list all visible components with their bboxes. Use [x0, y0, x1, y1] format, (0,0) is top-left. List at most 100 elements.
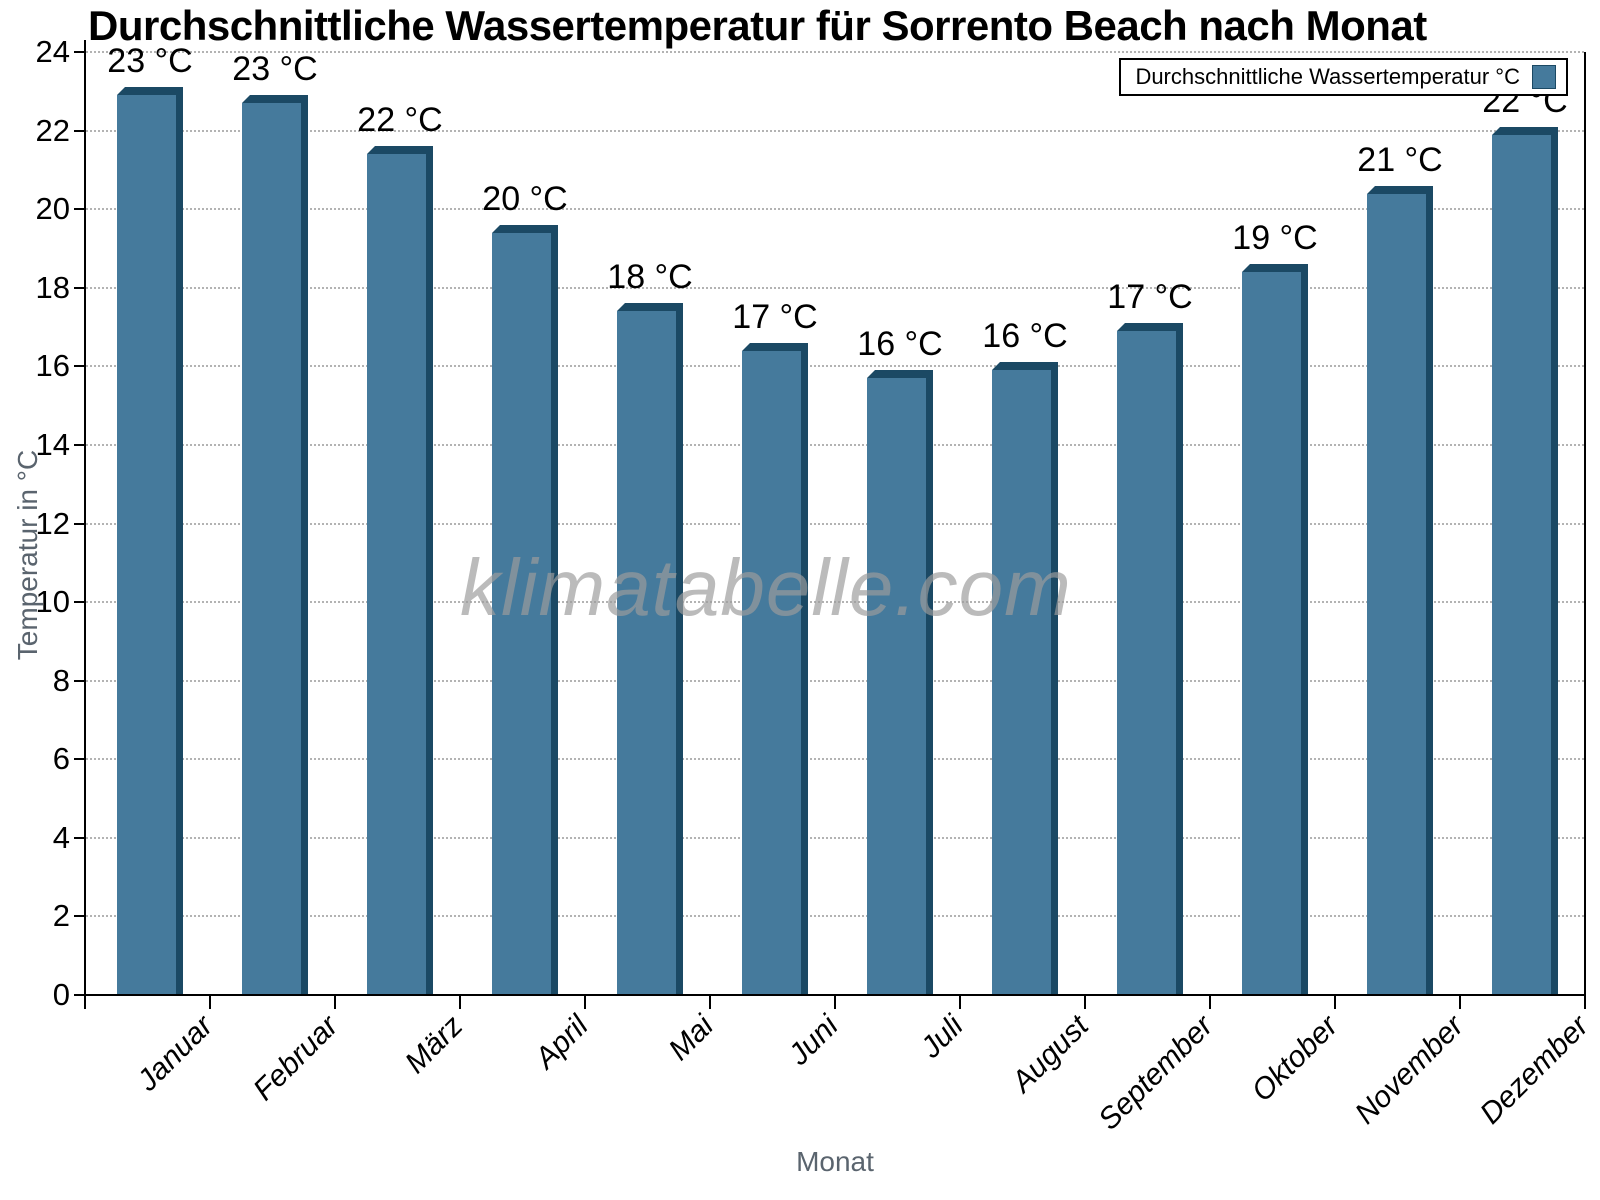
y-tick-16 — [74, 365, 84, 367]
x-category-label-september: September — [1092, 1009, 1220, 1137]
y-tick-label-24: 24 — [35, 34, 70, 69]
chart-title: Durchschnittliche Wassertemperatur für S… — [88, 2, 1427, 49]
y-tick-label-0: 0 — [52, 977, 70, 1012]
y-tick-20 — [74, 208, 84, 210]
gridline-2 — [86, 915, 1584, 917]
gridline-10 — [86, 601, 1584, 603]
y-tick-10 — [74, 601, 84, 603]
legend: Durchschnittliche Wassertemperatur °C — [1119, 58, 1568, 96]
x-category-label-februar: Februar — [247, 1009, 345, 1107]
legend-swatch-icon — [1532, 65, 1556, 89]
legend-label: Durchschnittliche Wassertemperatur °C — [1135, 64, 1520, 89]
bar-value-label-mai: 18 °C — [607, 258, 693, 296]
bar-november — [1367, 186, 1433, 995]
x-category-label-juni: Juni — [782, 1009, 845, 1072]
y-tick-4 — [74, 837, 84, 839]
bar-dezember — [1492, 127, 1558, 995]
y-tick-label-14: 14 — [35, 427, 70, 462]
bar-body — [117, 95, 176, 995]
bar-value-label-september: 17 °C — [1107, 278, 1193, 316]
y-tick-12 — [74, 523, 84, 525]
x-category-label-august: August — [1005, 1009, 1095, 1099]
bar-body — [617, 311, 676, 995]
gridline-14 — [86, 444, 1584, 446]
x-category-label-juli: Juli — [914, 1009, 970, 1065]
gridline-12 — [86, 523, 1584, 525]
y-tick-label-18: 18 — [35, 270, 70, 305]
gridline-20 — [86, 208, 1584, 210]
bar-juni — [742, 343, 808, 995]
bar-body — [867, 378, 926, 995]
x-axis-title: Monat — [796, 1146, 874, 1177]
y-tick-label-10: 10 — [35, 584, 70, 619]
y-tick-label-8: 8 — [52, 663, 70, 698]
bar-september — [1117, 323, 1183, 995]
x-tick-6 — [834, 996, 836, 1009]
x-tick-9 — [1209, 996, 1211, 1009]
bar-februar — [242, 95, 308, 995]
x-tick-2 — [334, 996, 336, 1009]
bar-juli — [867, 370, 933, 995]
y-tick-18 — [74, 287, 84, 289]
gridline-22 — [86, 130, 1584, 132]
bar-body — [242, 103, 301, 995]
x-axis-line — [84, 994, 1586, 996]
x-category-label-november: November — [1348, 1009, 1470, 1131]
bar-value-label-januar: 23 °C — [107, 42, 193, 80]
bar-body — [367, 154, 426, 995]
y-tick-22 — [74, 130, 84, 132]
bar-value-label-oktober: 19 °C — [1232, 219, 1318, 257]
gridline-18 — [86, 287, 1584, 289]
gridline-6 — [86, 758, 1584, 760]
bar-april — [492, 225, 558, 995]
bar-body — [1367, 194, 1426, 995]
x-category-label-april: April — [528, 1009, 595, 1076]
y-tick-label-20: 20 — [35, 191, 70, 226]
y-tick-label-12: 12 — [35, 506, 70, 541]
bar-value-label-juni: 17 °C — [732, 298, 818, 336]
x-category-label-mai: Mai — [662, 1009, 720, 1067]
x-tick-11 — [1459, 996, 1461, 1009]
x-tick-3 — [459, 996, 461, 1009]
y-tick-label-2: 2 — [52, 898, 70, 933]
x-tick-5 — [709, 996, 711, 1009]
x-category-label-oktober: Oktober — [1245, 1009, 1345, 1109]
y-tick-14 — [74, 444, 84, 446]
y-tick-label-22: 22 — [35, 113, 70, 148]
gridline-4 — [86, 837, 1584, 839]
y-axis-line — [84, 40, 86, 996]
x-category-label-märz: März — [399, 1009, 470, 1080]
gridline-24 — [86, 51, 1584, 53]
bar-januar — [117, 87, 183, 995]
x-tick-0 — [84, 996, 86, 1009]
y-tick-label-16: 16 — [35, 348, 70, 383]
gridline-16 — [86, 365, 1584, 367]
bar-value-label-november: 21 °C — [1357, 141, 1443, 179]
bar-value-label-februar: 23 °C — [232, 50, 318, 88]
watermark: klimatabelle.com — [460, 543, 1072, 632]
x-tick-12 — [1584, 996, 1586, 1009]
plot-right-border — [1584, 52, 1586, 996]
x-category-label-januar: Januar — [131, 1009, 220, 1098]
x-tick-10 — [1334, 996, 1336, 1009]
bar-value-label-märz: 22 °C — [357, 101, 443, 139]
bar-body — [1117, 331, 1176, 995]
y-tick-6 — [74, 758, 84, 760]
y-tick-2 — [74, 915, 84, 917]
bar-body — [492, 233, 551, 995]
x-tick-8 — [1084, 996, 1086, 1009]
x-category-label-dezember: Dezember — [1473, 1009, 1595, 1131]
y-tick-8 — [74, 680, 84, 682]
y-tick-label-4: 4 — [52, 820, 70, 855]
x-tick-1 — [209, 996, 211, 1009]
y-axis-title: Temperatur in °C — [12, 449, 43, 661]
x-tick-7 — [959, 996, 961, 1009]
y-tick-24 — [74, 51, 84, 53]
bar-value-label-april: 20 °C — [482, 180, 568, 218]
bar-body — [1242, 272, 1301, 995]
bar-august — [992, 362, 1058, 995]
bar-body — [742, 351, 801, 995]
x-tick-4 — [584, 996, 586, 1009]
bar-oktober — [1242, 264, 1308, 995]
